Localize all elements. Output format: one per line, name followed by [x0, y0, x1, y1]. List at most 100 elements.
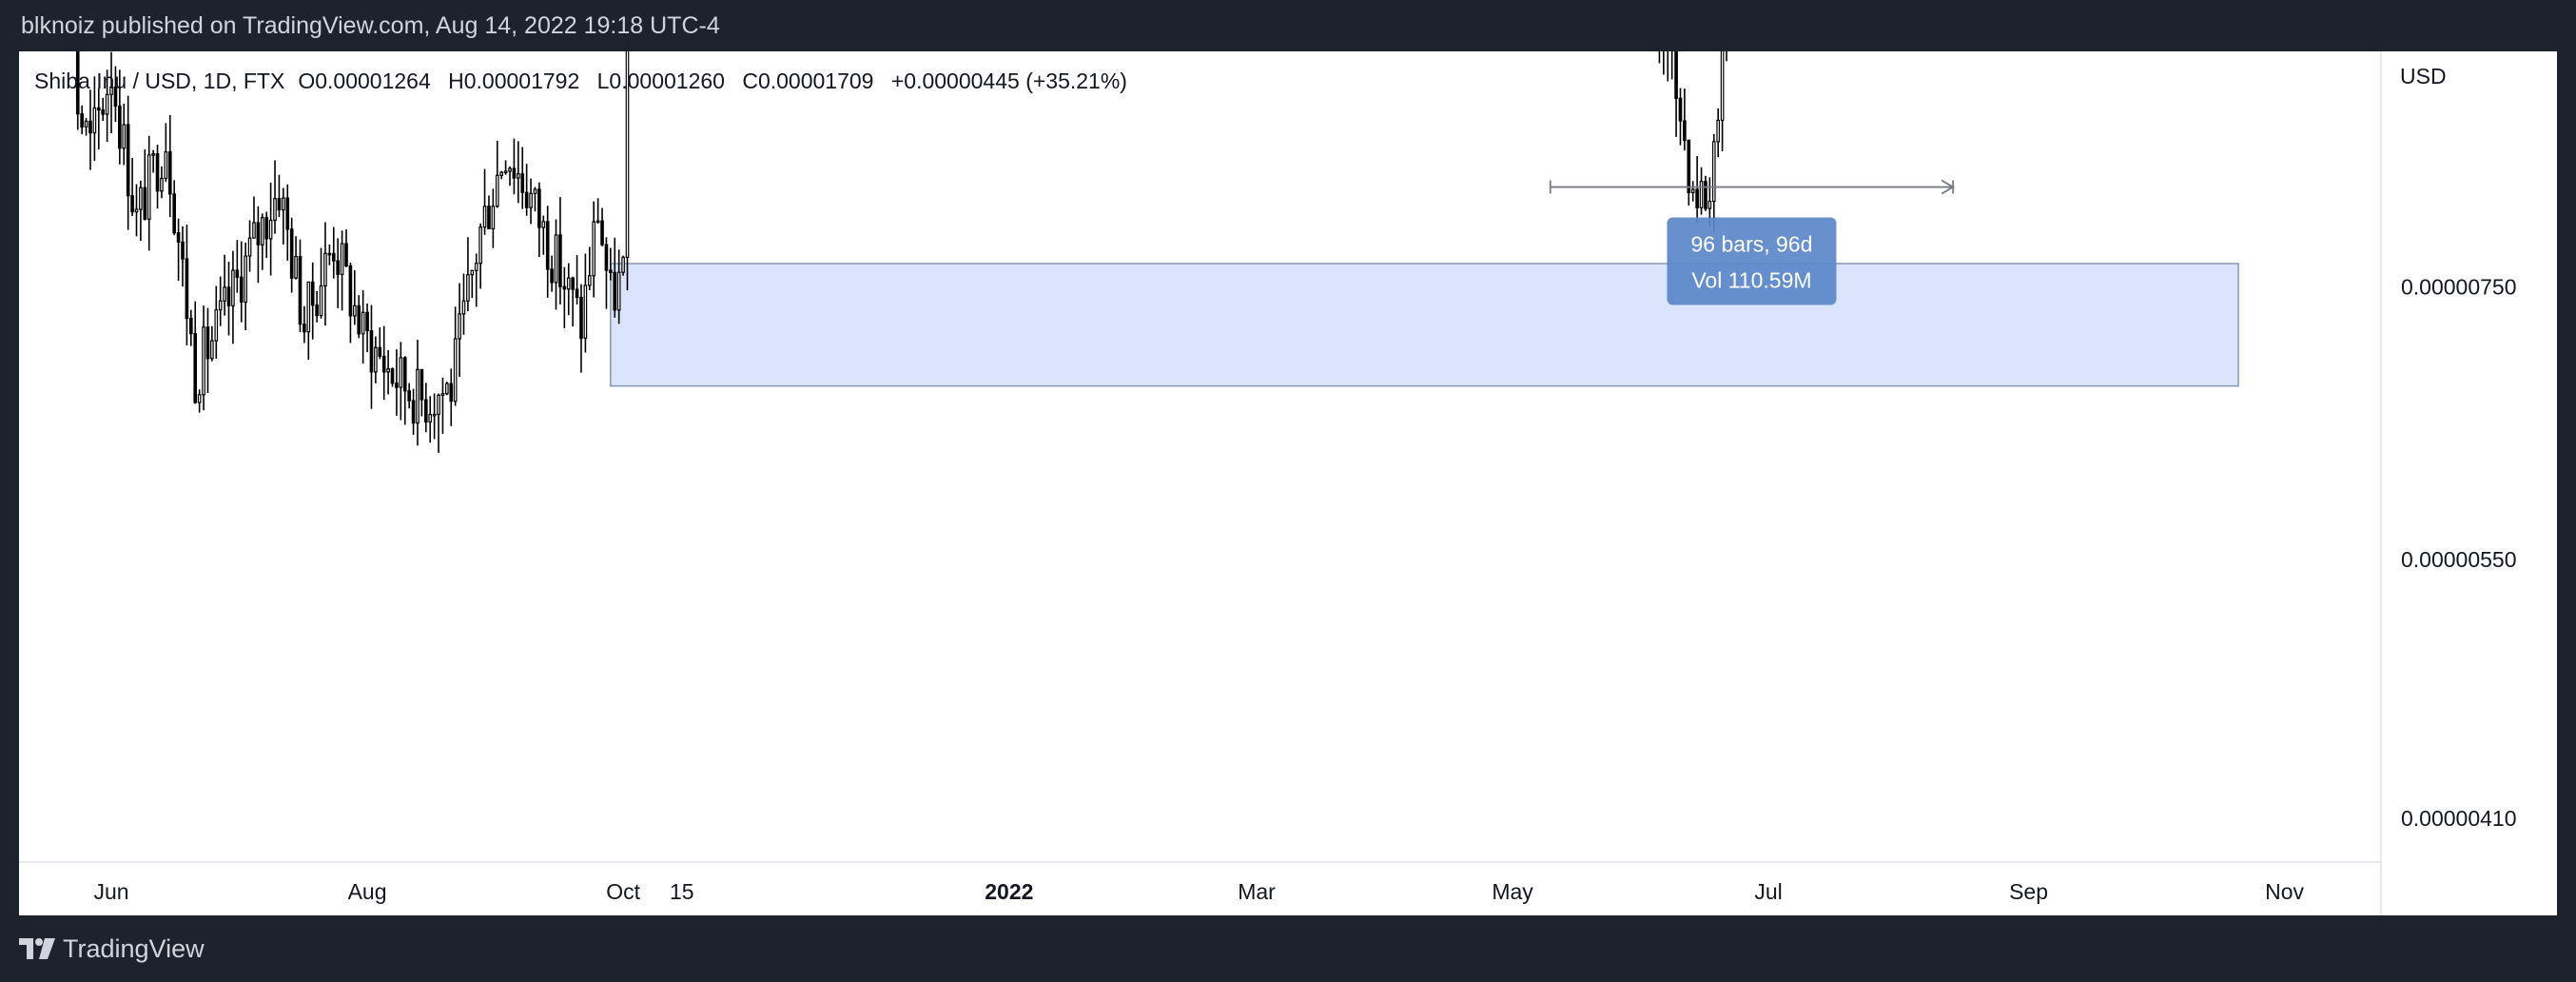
candle: [508, 166, 512, 187]
candle-body: [105, 93, 109, 115]
candle-body: [185, 258, 189, 320]
candle-body: [306, 281, 311, 333]
candle-body: [609, 269, 613, 274]
tradingview-brand[interactable]: TradingView: [19, 934, 205, 964]
candle-body: [432, 413, 437, 417]
candle: [344, 229, 348, 267]
time-tick-label: Oct: [606, 879, 640, 904]
candle-body: [600, 220, 604, 246]
candle: [520, 147, 525, 209]
candle-body: [554, 234, 558, 284]
candle-body: [411, 400, 416, 424]
candle-body: [197, 394, 202, 403]
candle-body: [214, 308, 219, 342]
candle: [402, 356, 407, 425]
candle: [256, 206, 261, 284]
price-axis[interactable]: 0.000090000.000070000.000050000.00003500…: [2257, 51, 2557, 831]
candle-body: [416, 368, 420, 424]
candle: [113, 66, 118, 123]
candle-body: [134, 208, 139, 213]
candle: [487, 195, 491, 230]
candle-body: [252, 222, 256, 239]
candle: [1670, 51, 1673, 80]
candle: [155, 145, 160, 209]
candle: [306, 281, 311, 360]
candle-body: [193, 333, 198, 403]
candle-body: [302, 324, 306, 333]
candle: [239, 241, 244, 323]
candle: [416, 340, 420, 446]
candle: [495, 140, 499, 208]
candle: [470, 269, 475, 299]
candle-body: [151, 153, 155, 156]
candle: [331, 226, 336, 279]
footer-bar: TradingView: [0, 915, 2576, 982]
candle: [319, 247, 323, 319]
time-axis[interactable]: Jun Aug Oct 15 2022 Mar May Jul Sep Nov: [93, 879, 2304, 904]
candle-body: [146, 154, 151, 220]
candle-body: [239, 276, 244, 304]
chart-background: [19, 51, 2557, 915]
time-tick-label: 2022: [985, 879, 1033, 904]
candle: [458, 283, 461, 378]
candle: [264, 211, 269, 259]
candle: [1687, 139, 1691, 206]
candle-body: [558, 234, 562, 287]
candle-body: [231, 269, 235, 306]
candle: [378, 327, 382, 360]
candle: [282, 187, 285, 245]
candle: [554, 219, 558, 310]
candle-body: [96, 107, 101, 111]
candle: [181, 226, 185, 287]
candle-body: [210, 340, 214, 360]
candle-body: [361, 311, 365, 335]
candle: [244, 242, 247, 331]
candle-body: [344, 243, 348, 266]
overlay-layer: 96 bars, 96d Vol 110.59M: [1549, 179, 1955, 305]
candle: [134, 184, 139, 237]
candle-body: [520, 173, 525, 193]
candle-body: [122, 124, 127, 149]
candle: [130, 158, 134, 217]
candle-body: [1690, 188, 1695, 194]
candle-body: [428, 414, 433, 422]
candle: [160, 166, 164, 199]
price-chart[interactable]: 96 bars, 96d Vol 110.59M 0.000090000.0000…: [19, 51, 2557, 915]
candle: [592, 201, 596, 298]
candle-body: [256, 222, 261, 246]
candle: [268, 182, 273, 276]
candle: [386, 350, 390, 395]
candle-body: [491, 206, 496, 230]
candle: [214, 285, 219, 359]
chart-panel[interactable]: 96 bars, 96d Vol 110.59M 0.000090000.0000…: [19, 51, 2557, 915]
candle-body: [118, 106, 122, 149]
candle-body: [474, 263, 478, 271]
time-tick-label: Jul: [1754, 879, 1782, 904]
price-tick-label: 0.00000410: [2401, 806, 2517, 831]
candle: [625, 51, 630, 291]
candle-body: [1674, 51, 1678, 99]
candle: [348, 262, 353, 344]
candle-body: [437, 394, 440, 416]
candle: [499, 170, 503, 180]
candle-body: [541, 221, 546, 228]
candle-body: [587, 275, 592, 286]
candle: [223, 254, 226, 316]
candle-body: [310, 281, 315, 306]
candle: [390, 367, 395, 387]
candle: [1711, 133, 1716, 232]
candle: [1704, 175, 1708, 211]
candle-body: [562, 285, 567, 290]
candle: [461, 273, 466, 335]
candle: [167, 114, 172, 218]
candle: [277, 174, 282, 218]
candle-body: [315, 304, 319, 317]
candle-body: [331, 252, 336, 262]
candle-body: [420, 368, 424, 401]
candle: [399, 342, 403, 421]
candle-body: [130, 195, 134, 213]
candle: [139, 180, 143, 242]
candle: [197, 389, 202, 413]
candle-body: [524, 191, 529, 208]
candle: [185, 225, 189, 345]
